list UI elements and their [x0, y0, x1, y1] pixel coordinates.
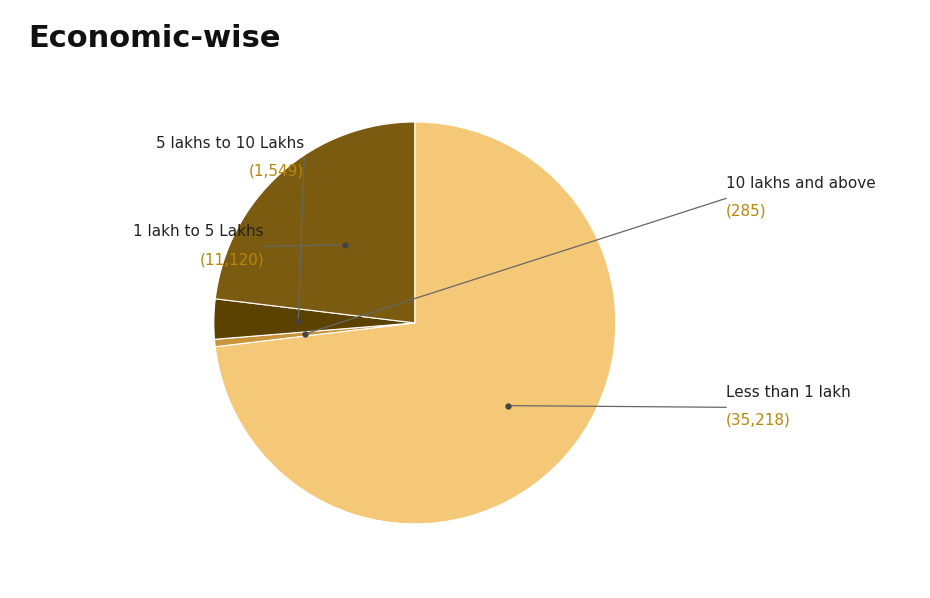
- Text: Economic-wise: Economic-wise: [28, 24, 281, 53]
- Text: (285): (285): [726, 204, 767, 219]
- Wedge shape: [215, 323, 415, 347]
- Text: 5 lakhs to 10 Lakhs: 5 lakhs to 10 Lakhs: [156, 136, 304, 151]
- Wedge shape: [215, 122, 616, 524]
- Text: (11,120): (11,120): [199, 252, 264, 267]
- Wedge shape: [215, 122, 415, 323]
- Text: 1 lakh to 5 Lakhs: 1 lakh to 5 Lakhs: [133, 224, 264, 239]
- Text: Less than 1 lakh: Less than 1 lakh: [726, 385, 851, 399]
- Text: 10 lakhs and above: 10 lakhs and above: [726, 176, 876, 191]
- Wedge shape: [214, 299, 415, 339]
- Text: (1,549): (1,549): [249, 164, 304, 179]
- Text: (35,218): (35,218): [726, 413, 791, 428]
